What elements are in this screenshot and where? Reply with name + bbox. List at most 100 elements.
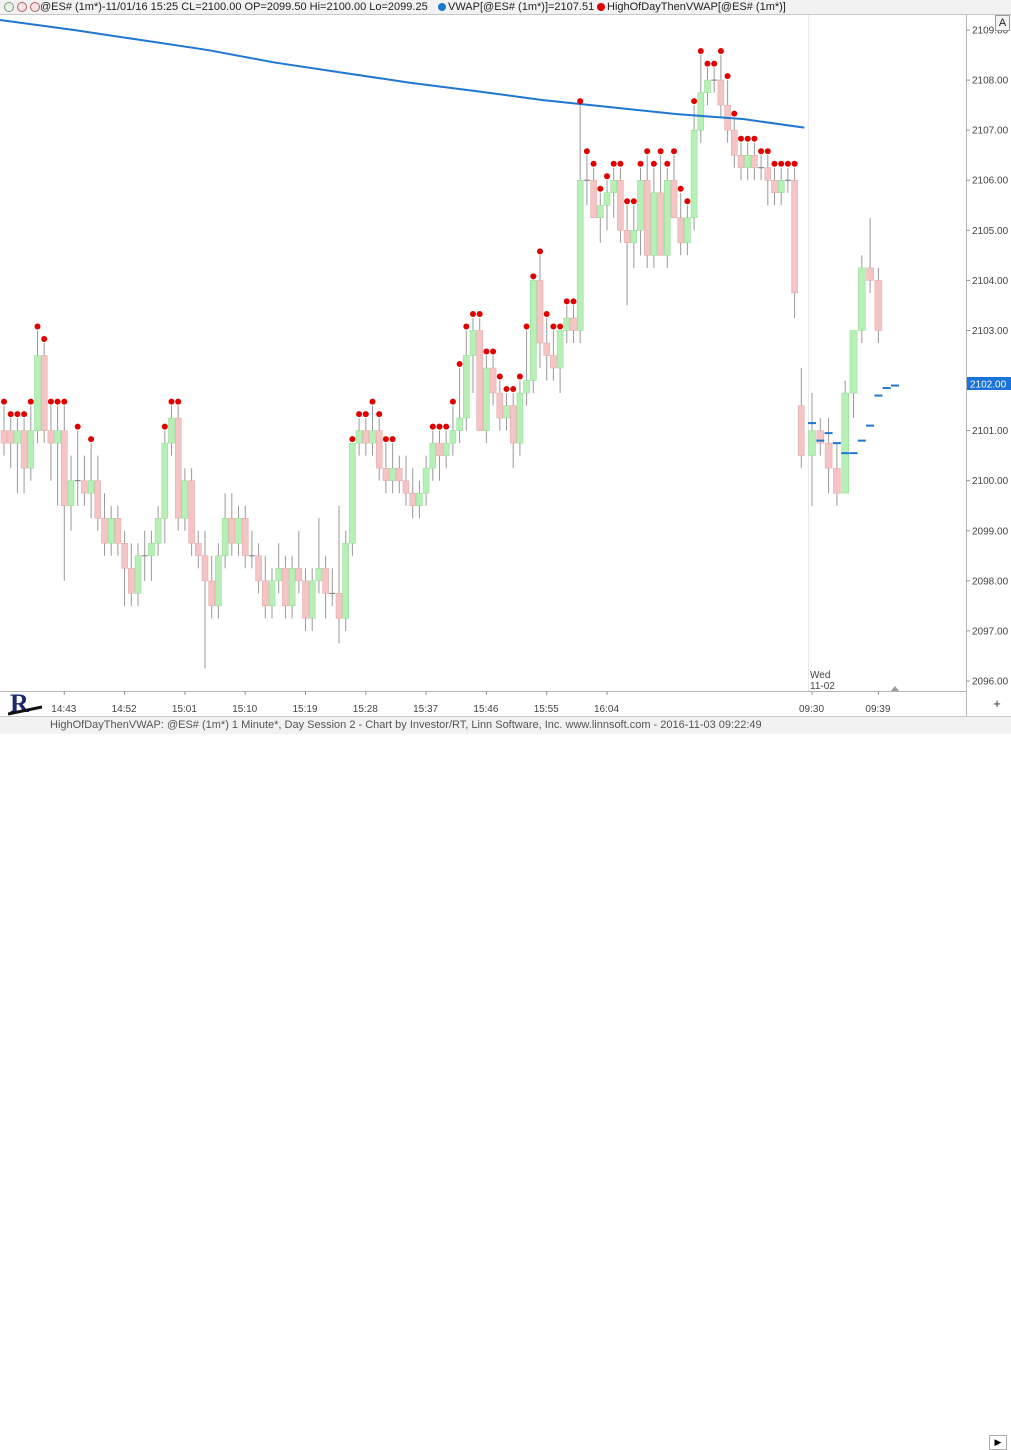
hod-marker bbox=[557, 323, 564, 330]
candle-down bbox=[81, 480, 88, 494]
candle-down bbox=[40, 355, 48, 431]
hod-marker bbox=[677, 185, 684, 192]
hod-marker bbox=[389, 436, 396, 443]
time-tick-label: 14:52 bbox=[112, 704, 137, 715]
add-button[interactable]: + bbox=[993, 696, 1001, 711]
red-circle-icon[interactable] bbox=[17, 2, 28, 12]
candle-down bbox=[590, 179, 597, 219]
candle-down bbox=[489, 367, 497, 394]
time-marker-triangle-icon bbox=[891, 686, 899, 691]
hod-marker bbox=[657, 148, 664, 155]
candle-down bbox=[643, 179, 651, 256]
candle-up bbox=[841, 392, 849, 494]
hod-marker bbox=[530, 273, 537, 280]
candle-up bbox=[849, 330, 858, 394]
blue-dot-icon bbox=[438, 3, 446, 11]
candle-layer bbox=[0, 79, 883, 619]
hod-marker bbox=[644, 148, 651, 155]
hod-marker bbox=[369, 398, 376, 405]
hod-marker bbox=[449, 398, 456, 405]
vwap-legend-label: VWAP[@ES# (1m*)]=2107.51 bbox=[448, 1, 595, 13]
hod-marker bbox=[376, 411, 383, 418]
candle-down bbox=[94, 480, 102, 519]
candle-down bbox=[496, 392, 504, 419]
candle-down bbox=[623, 230, 631, 244]
hod-marker bbox=[771, 160, 778, 167]
candle-down bbox=[47, 430, 55, 444]
candle-down bbox=[731, 129, 738, 156]
time-tick-label: 15:19 bbox=[293, 704, 318, 715]
hod-marker bbox=[784, 160, 791, 167]
candle-down bbox=[101, 517, 108, 544]
candle-up bbox=[181, 480, 189, 519]
hod-marker bbox=[456, 361, 463, 368]
hod-legend-label: HighOfDayThenVWAP[@ES# (1m*)] bbox=[607, 1, 786, 13]
candle-down bbox=[509, 405, 517, 444]
candle-down bbox=[670, 179, 678, 219]
green-circle-icon[interactable] bbox=[4, 2, 14, 12]
candle-down bbox=[874, 280, 883, 331]
candle-up bbox=[690, 129, 698, 219]
candle-up bbox=[516, 392, 524, 444]
hod-marker bbox=[503, 386, 510, 393]
hod-marker bbox=[496, 373, 503, 380]
candle-down bbox=[436, 442, 443, 456]
candle-down bbox=[188, 480, 195, 544]
hod-marker bbox=[550, 323, 557, 330]
time-tick-label: 09:39 bbox=[865, 704, 890, 715]
candle-down bbox=[824, 442, 833, 469]
hod-marker bbox=[671, 148, 677, 155]
candle-up bbox=[34, 355, 41, 431]
autoscale-button[interactable]: A bbox=[995, 15, 1010, 31]
candle-up bbox=[342, 543, 349, 619]
hod-legend: HighOfDayThenVWAP[@ES# (1m*)] bbox=[597, 0, 786, 14]
candle-up bbox=[650, 192, 658, 256]
time-tick-label: 15:37 bbox=[413, 704, 438, 715]
window-controls[interactable] bbox=[4, 0, 41, 14]
candle-down bbox=[201, 555, 209, 582]
candle-up bbox=[154, 517, 162, 544]
hod-marker bbox=[731, 110, 738, 117]
price-axis[interactable]: 2096.00 2097.00 2098.00 2099.00 2100.00 2101.… bbox=[966, 26, 1009, 688]
session-day-label: Wed bbox=[810, 670, 830, 681]
hod-marker bbox=[1, 398, 7, 405]
session-date-label: 11-02 bbox=[810, 681, 835, 692]
price-tick-label: 2106.00 bbox=[972, 176, 1009, 187]
hod-marker-layer bbox=[1, 48, 798, 443]
candle-up bbox=[67, 480, 75, 506]
price-chart[interactable]: 2096.00 2097.00 2098.00 2099.00 2100.00 2101.… bbox=[0, 15, 1011, 716]
candle-up bbox=[610, 179, 617, 194]
candle-down bbox=[833, 467, 841, 494]
price-tick-label: 2107.00 bbox=[972, 126, 1009, 137]
candle-up bbox=[576, 179, 584, 331]
hod-marker bbox=[583, 148, 590, 155]
candle-down bbox=[322, 568, 329, 594]
hod-marker bbox=[738, 135, 744, 142]
time-axis[interactable]: 14:43 14:52 15:01 15:10 15:19 15:28 15:37 15:46… bbox=[51, 691, 891, 715]
hod-marker bbox=[617, 160, 624, 167]
hod-marker bbox=[14, 411, 21, 418]
price-tick-label: 2108.00 bbox=[972, 76, 1009, 87]
time-tick-label: 15:10 bbox=[232, 704, 257, 715]
hod-marker bbox=[47, 398, 54, 405]
candle-up bbox=[777, 179, 785, 194]
price-tick-label: 2105.00 bbox=[972, 226, 1009, 237]
candle-up bbox=[463, 355, 470, 419]
hod-marker bbox=[463, 323, 470, 330]
hod-marker bbox=[516, 373, 523, 380]
candle-up bbox=[483, 367, 490, 431]
hod-marker bbox=[764, 148, 771, 155]
pink-circle-icon[interactable] bbox=[30, 2, 41, 12]
hod-marker bbox=[758, 148, 765, 155]
hod-marker bbox=[610, 160, 617, 167]
symbol-info: @ES# (1m*)-11/01/16 15:25 CL=2100.00 OP=… bbox=[40, 1, 428, 13]
time-tick-label: 15:46 bbox=[473, 704, 498, 715]
candle-down bbox=[295, 568, 303, 582]
hod-marker bbox=[21, 411, 28, 418]
vwap-legend: VWAP[@ES# (1m*)]=2107.51 bbox=[438, 0, 594, 14]
candle-up bbox=[369, 430, 376, 444]
scroll-right-button[interactable]: ▶ bbox=[989, 1435, 1007, 1450]
hod-marker bbox=[537, 248, 543, 255]
candle-down bbox=[262, 580, 269, 607]
candle-down bbox=[335, 593, 343, 619]
